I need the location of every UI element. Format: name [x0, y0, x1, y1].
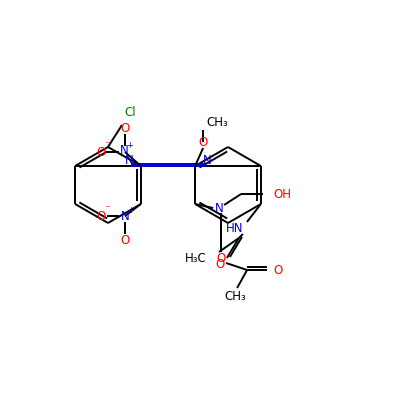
Text: O: O [96, 210, 106, 222]
Text: O: O [216, 258, 225, 270]
Text: O: O [216, 252, 226, 264]
Text: H₃C: H₃C [185, 252, 207, 264]
Text: CH₃: CH₃ [206, 116, 228, 128]
Text: N: N [124, 154, 133, 166]
Text: O: O [120, 234, 130, 246]
Text: Cl: Cl [124, 106, 136, 119]
Text: ⁻: ⁻ [104, 204, 110, 214]
Text: +: + [128, 206, 134, 214]
Text: N: N [120, 210, 129, 222]
Text: N: N [120, 144, 128, 158]
Text: CH₃: CH₃ [224, 290, 246, 302]
Text: ⁻: ⁻ [104, 140, 110, 150]
Text: N: N [215, 202, 224, 214]
Text: O: O [96, 146, 106, 158]
Text: O: O [120, 122, 130, 134]
Text: OH: OH [273, 188, 291, 200]
Text: O: O [273, 264, 282, 276]
Text: +: + [126, 140, 133, 150]
Text: O: O [198, 136, 208, 148]
Text: HN: HN [226, 222, 243, 234]
Text: N: N [203, 154, 212, 166]
